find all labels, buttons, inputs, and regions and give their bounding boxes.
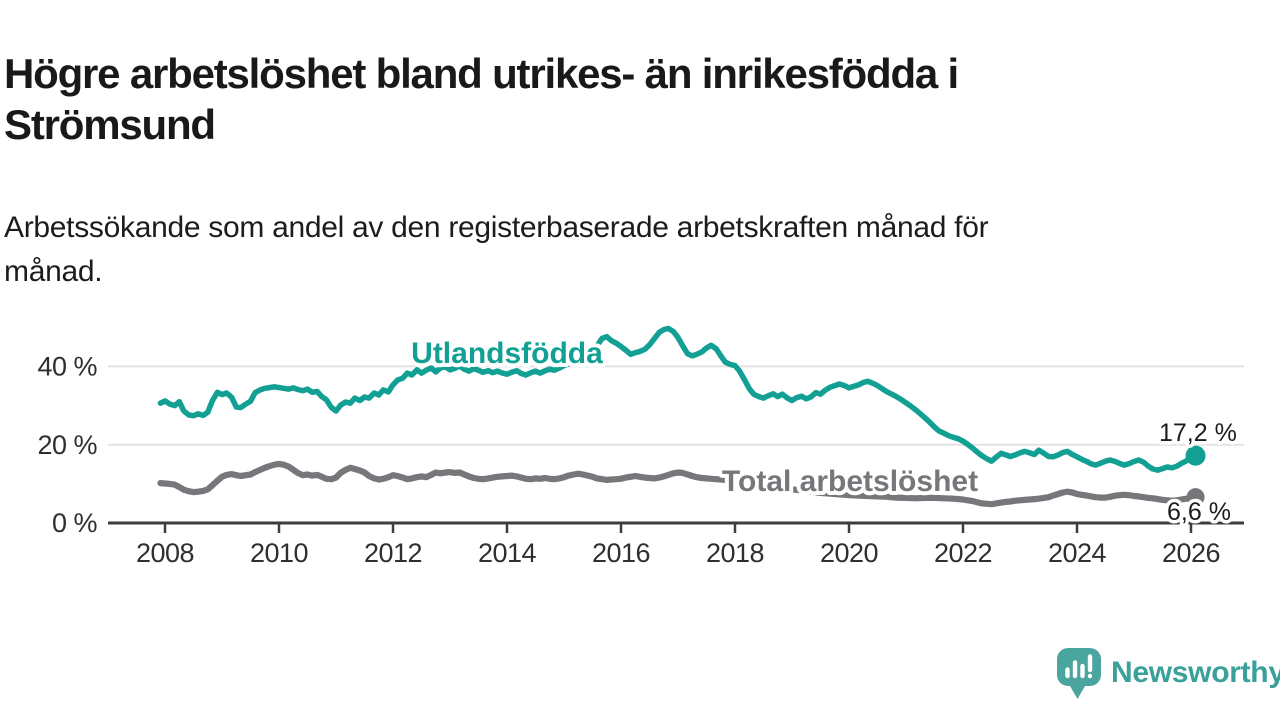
newsworthy-logo: Newsworthy bbox=[1056, 646, 1280, 704]
x-tick-label: 2020 bbox=[820, 538, 878, 568]
page-title-line-1: Högre arbetslöshet bland utrikes- än inr… bbox=[4, 50, 959, 98]
x-tick-label: 2012 bbox=[364, 538, 422, 568]
series-line-utlandsfodda bbox=[157, 325, 1199, 473]
y-tick-label: 20 % bbox=[37, 430, 97, 460]
chart-subtitle-line-1: Arbetssökande som andel av den registerb… bbox=[4, 211, 989, 244]
x-tick-label: 2026 bbox=[1162, 538, 1220, 568]
page-title: Högre arbetslöshet bland utrikes- än inr… bbox=[4, 48, 1264, 150]
x-tick-label: 2018 bbox=[706, 538, 764, 568]
y-tick-label: 40 % bbox=[37, 352, 97, 382]
series-end-dot bbox=[1186, 488, 1205, 507]
newsworthy-wordmark: Newsworthy bbox=[1111, 656, 1280, 689]
page-title-line-2: Strömsund bbox=[4, 101, 216, 149]
x-tick-label: 2014 bbox=[478, 538, 537, 568]
x-tick-label: 2010 bbox=[250, 538, 308, 568]
y-tick-label: 0 % bbox=[52, 508, 98, 538]
speech-bubble-shape bbox=[1057, 648, 1101, 699]
chart-subtitle-line-2: månad. bbox=[4, 254, 103, 288]
bar-chart-glyph bbox=[1065, 654, 1093, 679]
unemployment-line-chart: 2008 2010 2012 2014 2016 2018 2020 2022 2024 2026… bbox=[37, 325, 1244, 568]
series-end-value-label: 17,2 % bbox=[1159, 419, 1237, 447]
x-tick-label: 2022 bbox=[934, 538, 992, 568]
x-tick-label: 2016 bbox=[592, 538, 650, 568]
series-name-label: Total arbetslöshet bbox=[722, 465, 978, 498]
series-end-value-label: 6,6 % bbox=[1167, 498, 1231, 526]
chart-subtitle: Arbetssökande som andel av den registerb… bbox=[4, 206, 1234, 293]
series-end-dot bbox=[1185, 445, 1206, 466]
series-name-label: Utlandsfödda bbox=[411, 337, 603, 370]
newsworthy-speech-bubble-icon bbox=[1057, 648, 1101, 699]
x-tick-label: 2008 bbox=[136, 538, 194, 568]
x-tick-label: 2024 bbox=[1048, 538, 1107, 568]
series-line-total-arbetsloshet bbox=[157, 460, 1199, 508]
